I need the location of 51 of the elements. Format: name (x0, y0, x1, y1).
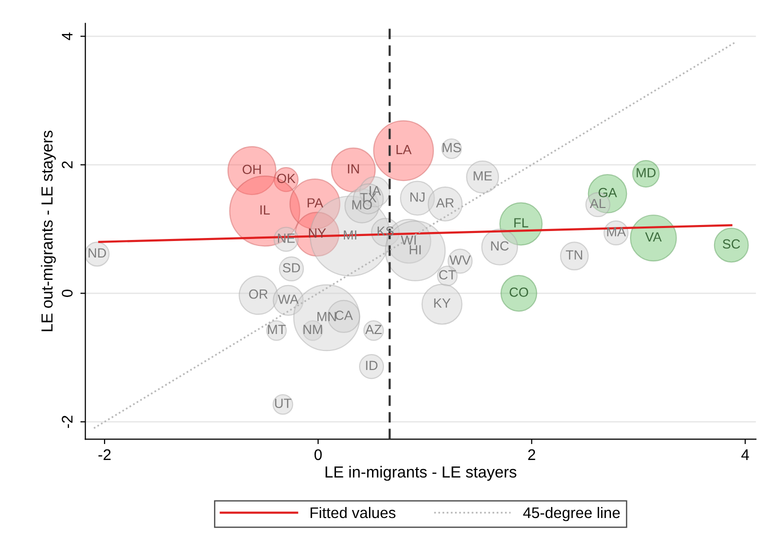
data-label: SC (722, 239, 740, 249)
data-label: NM (304, 324, 322, 334)
data-label: MA (607, 227, 626, 236)
data-label: NJ (410, 192, 425, 202)
data-label: MN (317, 312, 336, 322)
x-tick-label: -2 (98, 449, 111, 460)
data-label: AL (590, 198, 606, 208)
y-axis-title: LE out-migrants - LE stayers (40, 130, 56, 332)
data-label: TN (566, 250, 582, 260)
data-label: CA (335, 310, 353, 320)
data-label: FL (514, 218, 528, 228)
y-tick-label: 2 (62, 161, 72, 168)
data-label: ND (88, 248, 106, 258)
data-label: HI (410, 245, 421, 254)
x-tick-label: 0 (314, 449, 322, 460)
data-label: MO (352, 200, 372, 210)
y-tick-label: 4 (62, 32, 72, 40)
x-axis-title: LE in-migrants - LE stayers (326, 466, 516, 481)
data-label: KY (434, 298, 450, 308)
data-label: IL (260, 205, 270, 214)
x-tick-label: 2 (528, 449, 536, 460)
x-tick-label: 4 (741, 449, 750, 460)
legend-label: 45-degree line (523, 506, 620, 522)
y-tick-label: -2 (62, 416, 72, 428)
legend-label: Fitted values (310, 506, 396, 518)
data-label: GA (598, 188, 617, 198)
data-label: MI (344, 230, 356, 240)
data-label: ME (474, 171, 492, 180)
data-label: CO (510, 287, 528, 297)
data-label: VA (645, 232, 662, 242)
data-label: IA (370, 186, 381, 196)
data-label: AR (436, 198, 454, 208)
data-label: MD (636, 168, 656, 178)
data-label: IN (348, 164, 359, 174)
data-label: UT (275, 398, 292, 408)
data-label: PA (308, 198, 324, 208)
data-label: LA (396, 144, 412, 154)
data-label: ID (366, 360, 378, 370)
data-label: WV (450, 256, 471, 265)
data-label: AZ (365, 324, 382, 334)
data-label: OK (277, 174, 296, 184)
data-label: WI (400, 236, 416, 245)
data-label: WA (278, 294, 299, 304)
data-label: OR (249, 289, 268, 299)
data-label: CT (439, 270, 456, 280)
data-label: MT (268, 324, 286, 334)
data-label: NC (491, 241, 509, 251)
data-label: MS (442, 142, 461, 152)
data-label: SD (282, 263, 300, 272)
data-label: OH (242, 164, 261, 174)
y-tick-label: 0 (62, 290, 73, 297)
